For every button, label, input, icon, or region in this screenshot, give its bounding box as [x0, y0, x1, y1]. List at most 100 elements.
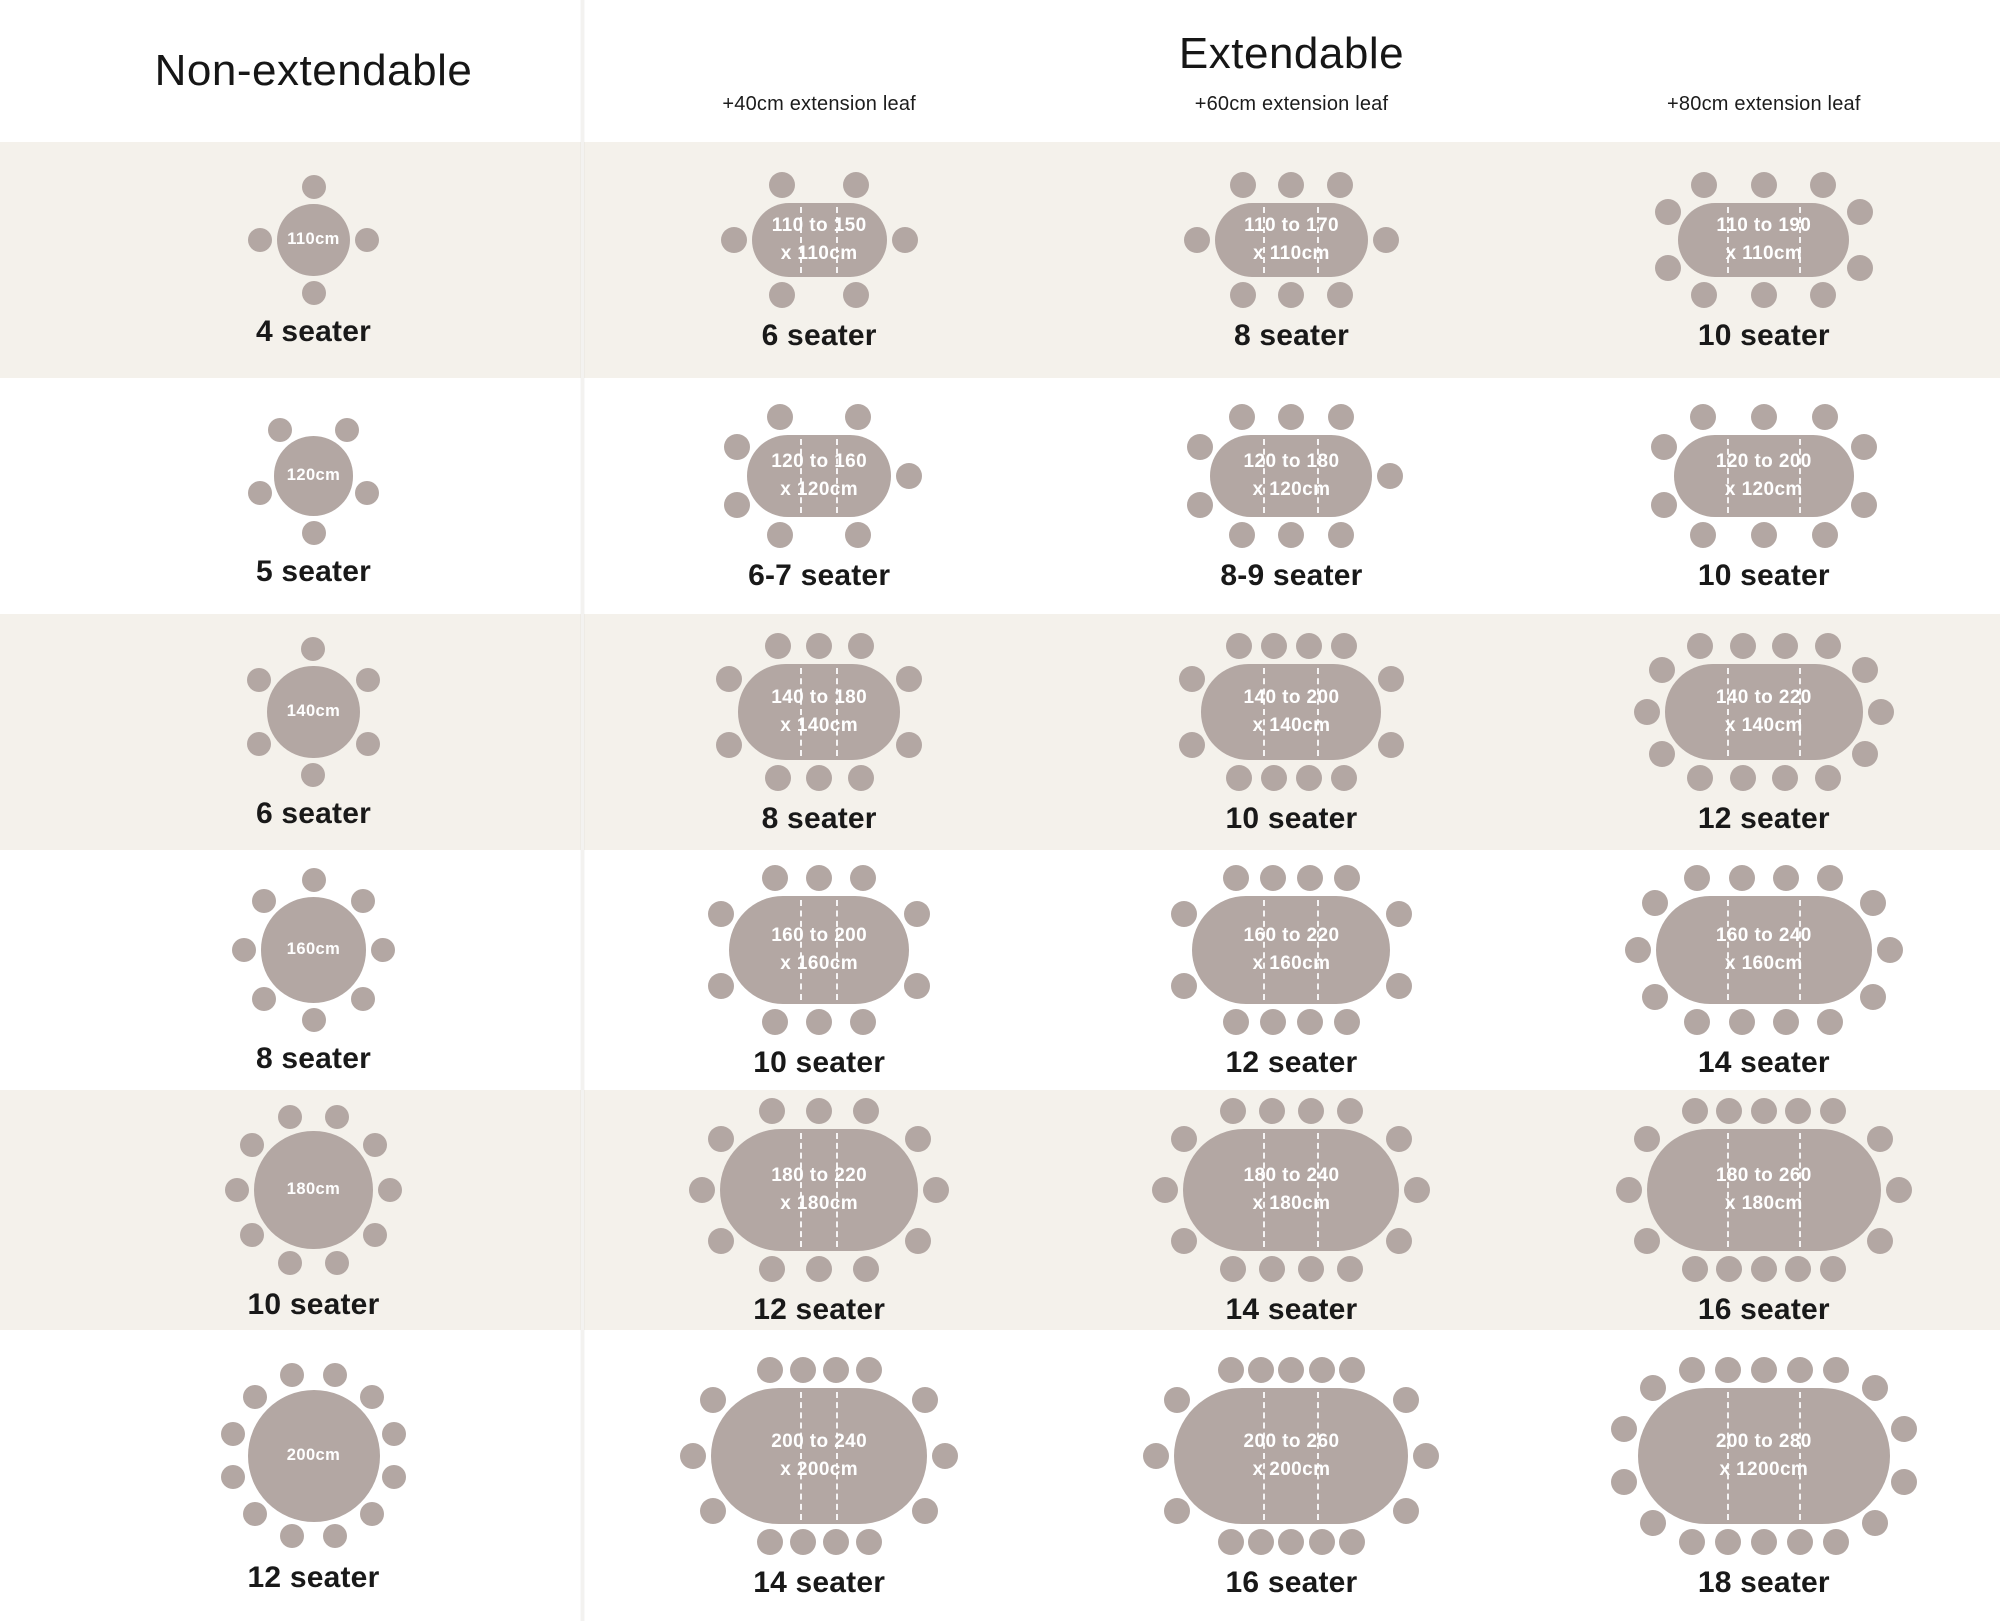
leaf-label-80cm: +80cm extension leaf — [1667, 92, 1861, 115]
seater-label: 10 seater — [753, 1046, 886, 1080]
chair-icon — [381, 1464, 406, 1489]
chair-icon — [1846, 254, 1873, 281]
table-cell-extendable: 110 to 190 x 110cm 10 seater — [1642, 167, 1885, 354]
extension-leaf-line — [1317, 1391, 1320, 1520]
chair-icon — [242, 1384, 267, 1409]
seater-label: 14 seater — [1225, 1293, 1358, 1327]
extension-leaf-line — [800, 439, 803, 513]
table-cell-extendable: 200 to 280 x 1200cm 18 seater — [1602, 1352, 1926, 1600]
chair-icon — [680, 1442, 707, 1469]
table-cell-extendable: 110 to 150 x 110cm 6 seater — [716, 167, 923, 354]
extension-leaf-line — [836, 439, 839, 513]
chair-icon — [707, 1227, 734, 1254]
chair-icon — [1296, 764, 1322, 791]
chair-icon — [322, 1363, 347, 1388]
chair-icon — [724, 492, 751, 519]
round-table-diagram: 200cm — [215, 1357, 413, 1555]
chair-icon — [1714, 1528, 1741, 1555]
table-size-label: 140 to 180 x 140cm — [738, 664, 900, 759]
seater-label: 5 seater — [255, 554, 372, 588]
table-top: 180 to 240 x 180cm — [1183, 1128, 1400, 1252]
chair-icon — [1822, 1528, 1849, 1555]
chair-icon — [239, 1133, 264, 1158]
chair-icon — [1179, 731, 1206, 758]
table-top: 110 to 150 x 110cm — [751, 202, 887, 278]
table-cell-extendable: 120 to 200 x 120cm 10 seater — [1638, 399, 1890, 593]
chair-icon — [843, 282, 870, 309]
table-size-label: 160 to 200 x 160cm — [729, 896, 909, 1005]
table-top: 200 to 240 x 200cm — [711, 1387, 928, 1524]
table-size-range: 200 to 260 — [1243, 1430, 1340, 1452]
chair-icon — [822, 1528, 849, 1555]
table-size-range: 120 to 160 — [771, 451, 868, 473]
chair-icon — [301, 1007, 326, 1032]
table-size-range: 110 to 150 — [771, 215, 867, 237]
table-size-label: 110 to 170 x 110cm — [1215, 203, 1368, 278]
seater-label: 10 seater — [1225, 801, 1358, 835]
table-size-label: 180 to 220 x 180cm — [720, 1129, 918, 1251]
chair-icon — [1714, 1356, 1741, 1383]
chair-icon — [847, 764, 874, 791]
chair-icon — [1223, 864, 1250, 891]
seater-label: 12 seater — [247, 1560, 380, 1594]
chair-icon — [822, 1356, 849, 1383]
table-size-label: 140 to 200 x 140cm — [1201, 664, 1381, 759]
round-table-diagram: 140cm — [234, 633, 392, 791]
extension-leaf-line — [1263, 439, 1266, 513]
chair-icon — [855, 1356, 882, 1383]
oval-table-diagram: 110 to 170 x 110cm — [1179, 167, 1404, 314]
chair-icon — [1814, 764, 1841, 791]
table-size-depth: x 200cm — [780, 1458, 859, 1480]
table-size-label: 180 to 260 x 180cm — [1647, 1129, 1881, 1251]
chair-icon — [1811, 521, 1838, 548]
seater-label: 10 seater — [1697, 319, 1830, 353]
table-size-range: 110 to 190 — [1716, 215, 1812, 237]
chair-icon — [247, 481, 272, 506]
chair-icon — [1220, 1097, 1247, 1124]
chair-icon — [756, 1528, 783, 1555]
table-size-label: 160cm — [286, 940, 341, 959]
table-top: 160cm — [260, 897, 367, 1003]
table-cell-extendable: 140 to 220 x 140cm 12 seater — [1629, 628, 1899, 835]
chair-icon — [252, 987, 277, 1012]
chair-icon — [1163, 1387, 1190, 1414]
chair-icon — [768, 282, 795, 309]
chair-icon — [1820, 1097, 1847, 1124]
table-top: 120 to 200 x 120cm — [1673, 435, 1854, 517]
chair-icon — [715, 731, 742, 758]
extendable-header: Extendable — [583, 26, 2000, 82]
round-table-diagram: 160cm — [228, 864, 400, 1036]
table-top: 110 to 170 x 110cm — [1214, 202, 1368, 278]
chair-icon — [1143, 1442, 1170, 1469]
extension-leaf-line — [1726, 206, 1729, 274]
extendable-title: Extendable — [1178, 29, 1405, 78]
table-cell-extendable: 200 to 260 x 200cm 16 seater — [1138, 1352, 1444, 1600]
table-size-depth: x 200cm — [1252, 1458, 1331, 1480]
oval-table-diagram: 180 to 240 x 180cm — [1147, 1093, 1435, 1287]
table-size-label: 180cm — [286, 1180, 341, 1199]
table-size-label: 160 to 240 x 160cm — [1656, 896, 1872, 1005]
chair-icon — [1850, 433, 1877, 460]
chair-icon — [246, 731, 271, 756]
chair-icon — [707, 973, 734, 1000]
chair-icon — [689, 1176, 716, 1203]
chair-icon — [1859, 983, 1886, 1010]
chair-icon — [322, 1523, 347, 1548]
chair-icon — [1772, 864, 1799, 891]
extension-leaf-line — [800, 668, 803, 756]
chair-icon — [707, 900, 734, 927]
chair-icon — [764, 764, 791, 791]
table-cell-extendable: 180 to 220 x 180cm 12 seater — [684, 1093, 954, 1327]
chair-icon — [1259, 1256, 1286, 1283]
table-size-depth: x 180cm — [1724, 1192, 1803, 1214]
chair-icon — [1846, 199, 1873, 226]
chair-icon — [1326, 282, 1353, 309]
chair-icon — [1404, 1176, 1431, 1203]
oval-table-diagram: 180 to 220 x 180cm — [684, 1093, 954, 1287]
table-size-label: 180 to 240 x 180cm — [1183, 1129, 1399, 1251]
chair-icon — [1171, 1126, 1197, 1153]
chair-icon — [1385, 1126, 1412, 1153]
table-top: 140 to 220 x 140cm — [1664, 664, 1863, 760]
chair-icon — [355, 481, 380, 506]
